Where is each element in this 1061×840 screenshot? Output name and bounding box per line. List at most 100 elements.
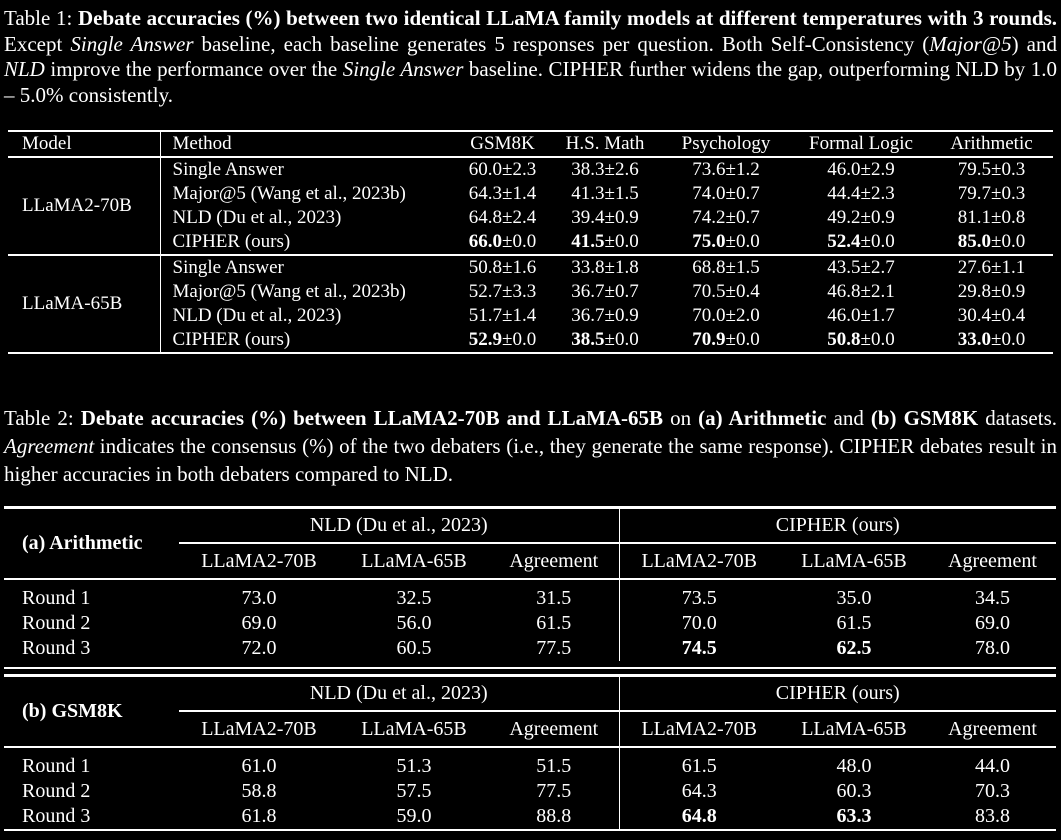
table2-caption: Table 2: Debate accuracies (%) between L… xyxy=(4,404,1057,488)
score-std: ±0.0 xyxy=(991,329,1026,350)
caption-segment: baseline. CIPHER further widens the gap,… xyxy=(4,57,1057,107)
group-header: CIPHER (ours) xyxy=(619,675,1056,712)
value-cell: 61.8 xyxy=(241,805,277,827)
score-std: ±3.3 xyxy=(502,281,537,302)
caption-segment: Single Answer xyxy=(342,57,464,81)
group-header: NLD (Du et al., 2023) xyxy=(179,675,620,712)
method-name: CIPHER (ours) xyxy=(172,329,291,350)
score-cell: 43.5±2.7 xyxy=(792,254,930,280)
score-value: 41.3 xyxy=(571,183,605,204)
score-std: ±1.5 xyxy=(604,183,639,204)
column-header: GSM8K xyxy=(470,133,535,154)
score-std: ±1.4 xyxy=(502,183,537,204)
caption-segment: (b) GSM8K xyxy=(870,406,979,430)
table-row: Major@5 (Wang et al., 2023b) 52.7±3.3 36.7… xyxy=(8,280,1053,304)
caption-segment: (a) Arithmetic xyxy=(698,406,827,430)
score-std: ±0.0 xyxy=(502,231,537,252)
score-std: ±0.9 xyxy=(860,207,895,228)
score-std: ±0.0 xyxy=(604,231,639,252)
table-row: Round 1 73.0 32.5 31.5 73.5 35.0 34.5 xyxy=(4,579,1056,611)
score-value: 81.1 xyxy=(957,207,992,228)
method-name: NLD (Du et al., 2023) xyxy=(172,305,342,326)
value-cell: 88.8 xyxy=(489,804,620,830)
score-std: ±2.6 xyxy=(604,159,639,180)
sub-header-row: LLaMA2-70B LLaMA-65B Agreement LLaMA2-70B LL… xyxy=(4,543,1056,580)
score-std: ±1.4 xyxy=(502,305,537,326)
score-std: ±1.6 xyxy=(502,257,537,278)
score-std: ±1.7 xyxy=(860,305,895,326)
score-value: 51.7 xyxy=(468,305,503,326)
score-cell: 29.8±0.9 xyxy=(930,280,1053,304)
score-cell: 51.7±1.4 xyxy=(455,304,550,328)
value-cell: 58.8 xyxy=(241,780,277,802)
caption-segment: Table 2: xyxy=(4,406,81,430)
caption-segment: Single Answer xyxy=(70,31,194,56)
score-std: ±0.7 xyxy=(725,207,760,228)
score-std: ±1.8 xyxy=(604,257,639,278)
value-cell: 56.0 xyxy=(396,612,432,634)
score-std: ±0.4 xyxy=(725,281,760,302)
sub-header: LLaMA-65B xyxy=(339,543,489,580)
score-cell: 46.8±2.1 xyxy=(792,280,930,304)
score-value: 38.5 xyxy=(571,329,605,350)
score-std: ±0.0 xyxy=(860,231,895,252)
score-cell: 79.7±0.3 xyxy=(930,182,1053,206)
group-header: NLD (Du et al., 2023) xyxy=(179,507,620,544)
model-name: LLaMA2-70B xyxy=(8,156,161,255)
value-cell: 61.0 xyxy=(241,755,277,777)
score-value: 85.0 xyxy=(957,231,992,252)
column-header: Psychology xyxy=(681,133,771,154)
table-row: Round 3 61.8 59.0 88.8 64.8 63.3 83.8 xyxy=(4,804,1056,830)
score-cell: 50.8±0.0 xyxy=(792,328,930,353)
score-value: 75.0 xyxy=(692,231,726,252)
table-row: Round 3 72.0 60.5 77.5 74.5 62.5 78.0 xyxy=(4,636,1056,661)
round-label: Round 3 xyxy=(22,637,91,659)
score-std: ±0.4 xyxy=(991,305,1026,326)
sub-header: LLaMA-65B xyxy=(779,711,929,748)
score-value: 36.7 xyxy=(571,305,605,326)
table-row: CIPHER (ours) 66.0±0.0 41.5±0.0 75.0±0.0 52.… xyxy=(8,230,1053,255)
group-header-row: (b) GSM8K NLD (Du et al., 2023) CIPHER (ou… xyxy=(4,675,1056,748)
score-cell: 44.4±2.3 xyxy=(792,182,930,206)
value-cell: 72.0 xyxy=(241,637,277,659)
score-std: ±0.0 xyxy=(725,329,760,350)
value-cell: 78.0 xyxy=(975,637,1010,659)
value-cell: 60.3 xyxy=(836,780,872,802)
value-cell: 44.0 xyxy=(975,755,1010,777)
caption-segment: Debate accuracies (%) between two identi… xyxy=(77,6,1057,30)
score-value: 70.9 xyxy=(692,329,726,350)
score-cell: 75.0±0.0 xyxy=(660,230,792,255)
round-label: Round 3 xyxy=(22,805,91,827)
score-cell: 79.5±0.3 xyxy=(930,156,1053,182)
score-cell: 73.6±1.2 xyxy=(660,156,792,182)
value-cell: 64.3 xyxy=(681,780,717,802)
score-value: 43.5 xyxy=(827,257,861,278)
score-value: 64.8 xyxy=(468,207,503,228)
value-cell: 51.5 xyxy=(489,747,620,779)
score-cell: 46.0±1.7 xyxy=(792,304,930,328)
score-value: 74.0 xyxy=(692,183,726,204)
score-value: 52.4 xyxy=(827,231,861,252)
sub-header: Agreement xyxy=(489,543,620,580)
table-row: LLaMA2-70B Single Answer 60.0±2.3 38.3±2.6 7… xyxy=(8,156,1053,255)
sub-header: Agreement xyxy=(929,711,1056,748)
score-value: 38.3 xyxy=(571,159,605,180)
score-value: 66.0 xyxy=(468,231,503,252)
score-cell: 85.0±0.0 xyxy=(930,230,1053,255)
sub-header: Agreement xyxy=(929,543,1056,580)
sub-header-row: LLaMA2-70B LLaMA-65B Agreement LLaMA2-70B LL… xyxy=(4,711,1056,748)
sub-header: LLaMA2-70B xyxy=(619,543,779,580)
round-label: Round 1 xyxy=(22,587,91,609)
score-value: 52.9 xyxy=(468,329,503,350)
score-cell: 52.4±0.0 xyxy=(792,230,930,255)
score-value: 64.3 xyxy=(468,183,503,204)
score-value: 41.5 xyxy=(571,231,605,252)
score-cell: 64.8±2.4 xyxy=(455,206,550,230)
score-value: 39.4 xyxy=(571,207,605,228)
score-std: ±2.9 xyxy=(860,159,895,180)
value-cell: 73.0 xyxy=(241,587,277,609)
group-header: CIPHER (ours) xyxy=(619,507,1056,544)
value-cell: 69.0 xyxy=(975,612,1010,634)
score-value: 60.0 xyxy=(468,159,503,180)
score-std: ±0.3 xyxy=(991,183,1026,204)
